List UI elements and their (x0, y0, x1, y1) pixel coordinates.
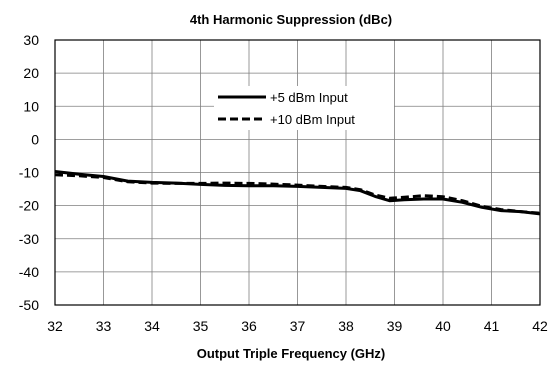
chart-title: 4th Harmonic Suppression (dBc) (190, 12, 392, 27)
y-tick-label: -40 (19, 264, 39, 280)
x-tick-label: 40 (435, 318, 451, 334)
x-tick-label: 33 (96, 318, 112, 334)
series-lines (54, 170, 541, 216)
x-tick-label: 38 (338, 318, 354, 334)
y-tick-label: 10 (23, 98, 39, 114)
legend-label-1: +5 dBm Input (270, 90, 348, 105)
x-tick-labels: 32 33 34 35 36 37 38 39 40 41 42 (47, 318, 548, 334)
x-tick-label: 36 (241, 318, 257, 334)
y-tick-label: 20 (23, 65, 39, 81)
y-tick-label: -20 (19, 198, 39, 214)
legend: +5 dBm Input +10 dBm Input (214, 86, 394, 130)
y-tick-labels: 30 20 10 0 -10 -20 -30 -40 -50 (19, 32, 39, 313)
legend-label-2: +10 dBm Input (270, 112, 355, 127)
grid (54, 39, 541, 306)
series-line-2 (54, 173, 541, 215)
x-tick-label: 34 (144, 318, 160, 334)
y-tick-label: -50 (19, 297, 39, 313)
x-tick-label: 41 (484, 318, 500, 334)
x-axis-label: Output Triple Frequency (GHz) (197, 346, 386, 361)
plot-frame (54, 39, 541, 306)
x-tick-label: 35 (193, 318, 209, 334)
x-tick-label: 32 (47, 318, 63, 334)
y-tick-label: 0 (31, 131, 39, 147)
legend-box (214, 86, 394, 130)
x-tick-label: 42 (532, 318, 548, 334)
x-tick-label: 37 (290, 318, 306, 334)
y-tick-label: -10 (19, 165, 39, 181)
y-tick-label: 30 (23, 32, 39, 48)
y-tick-label: -30 (19, 231, 39, 247)
x-tick-label: 39 (387, 318, 403, 334)
